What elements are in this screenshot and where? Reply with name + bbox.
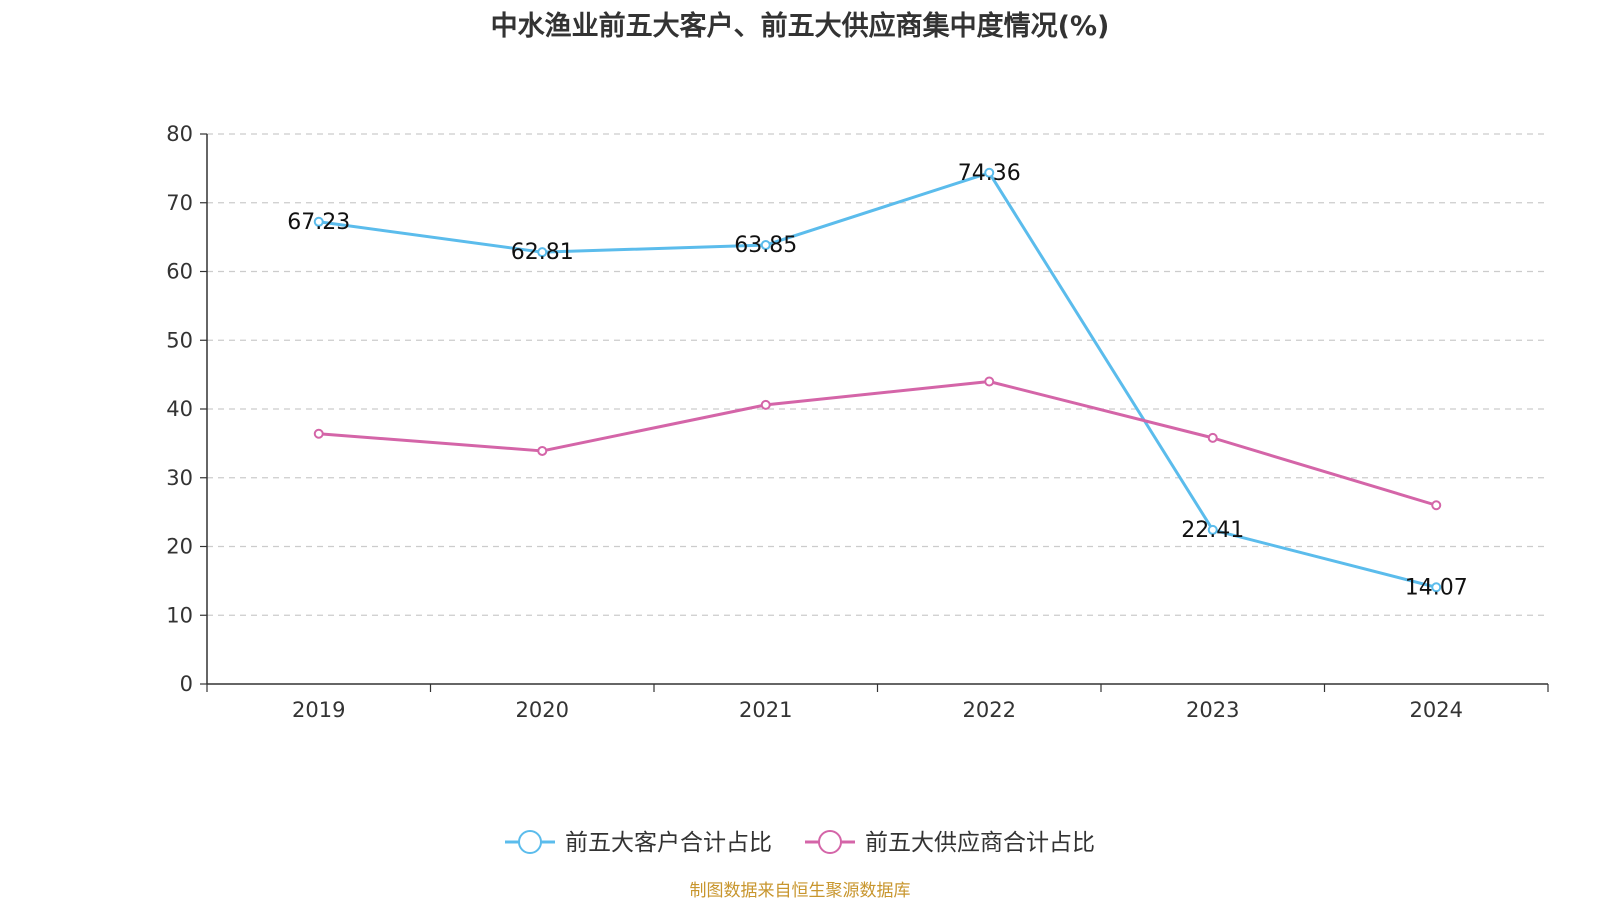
y-tick-label: 80 (166, 122, 193, 146)
legend-label-0: 前五大客户合计占比 (565, 830, 772, 856)
x-tick-label: 2021 (739, 698, 792, 722)
data-point (537, 247, 548, 258)
data-point (1431, 500, 1442, 511)
legend-marker-0 (518, 830, 542, 854)
axes: 0 10 20 30 40 50 60 70 80 2019 2020 2021 2022 2023 202… (166, 122, 1549, 722)
x-tick-label: 2019 (292, 698, 345, 722)
x-tick-label: 2020 (516, 698, 569, 722)
data-point (760, 240, 771, 251)
chart-title: 中水渔业前五大客户、前五大供应商集中度情况(%) (490, 11, 1110, 42)
data-point (313, 216, 324, 227)
source-note: 制图数据来自恒生聚源数据库 (689, 881, 911, 901)
y-tick-label: 20 (166, 535, 193, 559)
y-tick-label: 60 (166, 260, 193, 284)
data-point (984, 167, 995, 178)
data-point (984, 376, 995, 387)
legend: 前五大客户合计占比 前五大供应商合计占比 (505, 830, 1095, 856)
series-layer (313, 167, 1442, 593)
x-tick-label: 2024 (1410, 698, 1463, 722)
series-line-0 (318, 171, 1437, 589)
y-tick-label: 0 (180, 672, 193, 696)
data-point (537, 445, 548, 456)
data-label: 67.23 (287, 210, 350, 235)
data-point (1431, 582, 1442, 593)
data-labels: 67.23 62.81 63.85 74.36 22.41 14.07 (287, 161, 1467, 600)
data-label: 74.36 (958, 161, 1021, 186)
y-tick-label: 50 (166, 328, 193, 352)
series-line-1 (318, 380, 1437, 507)
x-tick-label: 2023 (1186, 698, 1239, 722)
data-point (760, 399, 771, 410)
grid-lines (207, 133, 1548, 616)
y-tick-label: 30 (166, 466, 193, 490)
data-label: 14.07 (1405, 575, 1468, 600)
data-label: 63.85 (734, 233, 797, 258)
legend-marker-1 (818, 830, 842, 854)
y-tick-label: 10 (166, 603, 193, 627)
legend-label-1: 前五大供应商合计占比 (865, 830, 1095, 856)
data-point (1207, 432, 1218, 443)
y-tick-label: 40 (166, 397, 193, 421)
data-label: 22.41 (1181, 518, 1244, 543)
y-tick-label: 70 (166, 191, 193, 215)
data-point (313, 428, 324, 439)
data-point (1207, 524, 1218, 535)
x-tick-label: 2022 (963, 698, 1016, 722)
data-label: 62.81 (511, 240, 574, 265)
